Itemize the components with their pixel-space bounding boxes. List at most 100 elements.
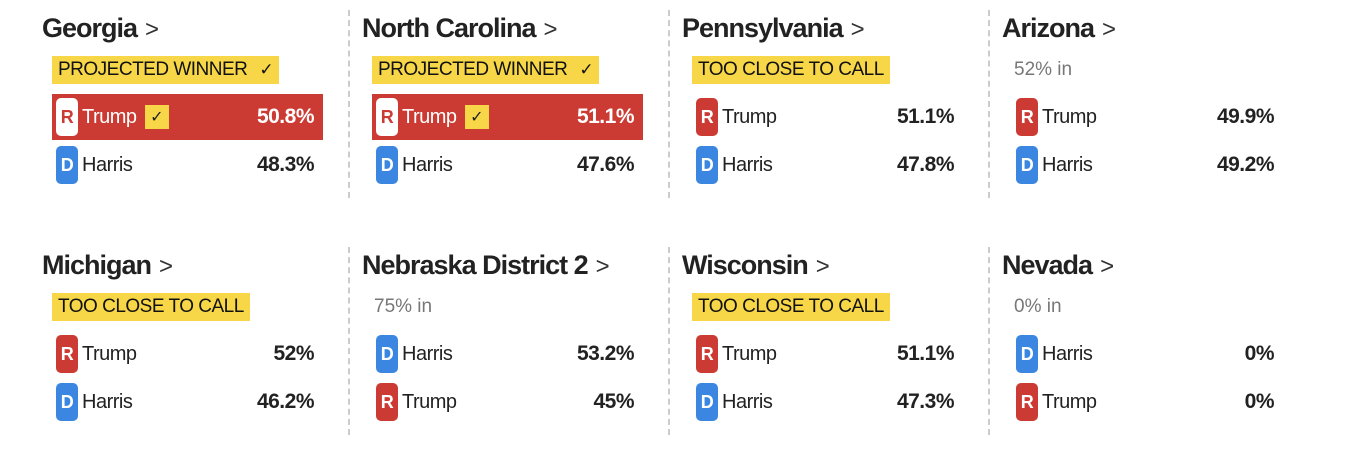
race-card: Nebraska District 2 >75% in D Harris 53.2% R T… xyxy=(362,245,662,425)
chevron-right-icon: > xyxy=(815,253,830,280)
state-name: Pennsylvania xyxy=(682,13,844,43)
vote-percent: 0% xyxy=(1244,390,1275,413)
winner-check-icon: ✓ xyxy=(144,105,169,129)
candidate-name: Harris xyxy=(722,390,773,413)
republican-party-icon: R xyxy=(376,98,398,136)
candidate-name: Trump xyxy=(1042,390,1097,413)
state-name: Nevada xyxy=(1002,250,1093,280)
republican-party-icon: R xyxy=(56,98,78,136)
state-title-link[interactable]: Michigan > xyxy=(42,245,342,285)
candidate-name: Trump xyxy=(402,390,457,413)
too-close-badge: TOO CLOSE TO CALL xyxy=(692,293,890,321)
race-status: TOO CLOSE TO CALL xyxy=(692,56,982,84)
too-close-badge: TOO CLOSE TO CALL xyxy=(52,293,250,321)
race-status: 75% in xyxy=(372,293,662,321)
race-card: North Carolina > PROJECTED WINNER ✓ R Trump ✓ 5… xyxy=(362,8,662,188)
chevron-right-icon: > xyxy=(159,253,173,280)
vote-percent: 49.2% xyxy=(1216,153,1275,176)
column-divider xyxy=(668,247,670,435)
state-title-link[interactable]: Georgia > xyxy=(42,8,342,48)
republican-party-icon: R xyxy=(1016,98,1038,136)
chevron-right-icon: > xyxy=(543,16,558,43)
state-title-link[interactable]: Nebraska District 2 > xyxy=(362,245,662,285)
candidate-row: D Harris 47.3% xyxy=(692,379,963,425)
race-status: PROJECTED WINNER ✓ xyxy=(372,56,662,84)
too-close-badge: TOO CLOSE TO CALL xyxy=(692,56,890,84)
vote-percent: 47.3% xyxy=(896,390,955,413)
state-title-link[interactable]: Pennsylvania > xyxy=(682,8,982,48)
state-name: North Carolina xyxy=(362,13,537,43)
chevron-right-icon: > xyxy=(1102,16,1116,43)
race-card: Pennsylvania > TOO CLOSE TO CALL R Trump 51.1… xyxy=(682,8,982,188)
column-divider xyxy=(988,10,990,198)
vote-percent: 52% xyxy=(273,342,314,365)
projected-winner-badge: PROJECTED WINNER ✓ xyxy=(372,56,600,84)
candidate-name: Trump xyxy=(402,105,457,128)
badge-label: TOO CLOSE TO CALL xyxy=(698,59,884,80)
percent-reporting: 52% in xyxy=(1014,59,1073,80)
candidate-row: R Trump 0% xyxy=(1012,379,1283,425)
vote-percent: 0% xyxy=(1244,342,1275,365)
candidate-row: R Trump ✓ 51.1% xyxy=(372,94,643,140)
vote-percent: 49.9% xyxy=(1216,105,1275,128)
vote-percent: 48.3% xyxy=(256,153,315,176)
column-divider xyxy=(348,10,350,198)
chevron-right-icon: > xyxy=(850,16,865,43)
race-card: Arizona >52% in R Trump 49.9% D Harris 49.2% xyxy=(1002,8,1302,188)
candidate-row: D Harris 47.6% xyxy=(372,142,643,188)
column-divider xyxy=(668,10,670,198)
republican-party-icon: R xyxy=(376,383,398,421)
candidate-row: D Harris 48.3% xyxy=(52,142,323,188)
chevron-right-icon: > xyxy=(145,16,159,43)
democrat-party-icon: D xyxy=(1016,335,1038,373)
state-title-link[interactable]: Nevada > xyxy=(1002,245,1302,285)
republican-party-icon: R xyxy=(696,98,718,136)
state-title-link[interactable]: North Carolina > xyxy=(362,8,662,48)
candidate-row: D Harris 46.2% xyxy=(52,379,323,425)
state-title-link[interactable]: Arizona > xyxy=(1002,8,1302,48)
candidate-row: R Trump ✓ 50.8% xyxy=(52,94,323,140)
candidate-row: D Harris 47.8% xyxy=(692,142,963,188)
candidate-name: Harris xyxy=(402,342,453,365)
race-status: 0% in xyxy=(1012,293,1302,321)
vote-percent: 51.1% xyxy=(896,342,955,365)
check-icon: ✓ xyxy=(259,60,274,79)
republican-party-icon: R xyxy=(696,335,718,373)
candidate-name: Harris xyxy=(722,153,773,176)
vote-percent: 51.1% xyxy=(576,105,635,128)
race-status: 52% in xyxy=(1012,56,1302,84)
vote-percent: 47.6% xyxy=(576,153,635,176)
democrat-party-icon: D xyxy=(56,146,78,184)
democrat-party-icon: D xyxy=(56,383,78,421)
race-status: TOO CLOSE TO CALL xyxy=(692,293,982,321)
race-status: PROJECTED WINNER ✓ xyxy=(52,56,342,84)
race-status: TOO CLOSE TO CALL xyxy=(52,293,342,321)
badge-label: TOO CLOSE TO CALL xyxy=(58,296,244,317)
chevron-right-icon: > xyxy=(595,253,610,280)
state-name: Nebraska District 2 xyxy=(362,250,589,280)
candidate-name: Trump xyxy=(722,105,777,128)
candidate-row: R Trump 45% xyxy=(372,379,643,425)
candidate-name: Harris xyxy=(82,390,133,413)
candidate-row: R Trump 52% xyxy=(52,331,323,377)
state-name: Arizona xyxy=(1002,13,1095,43)
candidate-row: R Trump 51.1% xyxy=(692,94,963,140)
percent-reporting: 0% in xyxy=(1014,296,1062,317)
column-divider xyxy=(348,247,350,435)
candidate-name: Trump xyxy=(82,105,137,128)
candidate-name: Trump xyxy=(82,342,137,365)
democrat-party-icon: D xyxy=(696,383,718,421)
state-title-link[interactable]: Wisconsin > xyxy=(682,245,982,285)
candidate-name: Trump xyxy=(1042,105,1097,128)
candidate-row: R Trump 51.1% xyxy=(692,331,963,377)
candidate-name: Harris xyxy=(402,153,453,176)
vote-percent: 46.2% xyxy=(256,390,315,413)
candidate-name: Harris xyxy=(1042,153,1093,176)
state-name: Georgia xyxy=(42,13,138,43)
candidate-name: Trump xyxy=(722,342,777,365)
candidate-name: Harris xyxy=(82,153,133,176)
vote-percent: 47.8% xyxy=(896,153,955,176)
percent-reporting: 75% in xyxy=(374,296,433,317)
candidate-name: Harris xyxy=(1042,342,1093,365)
